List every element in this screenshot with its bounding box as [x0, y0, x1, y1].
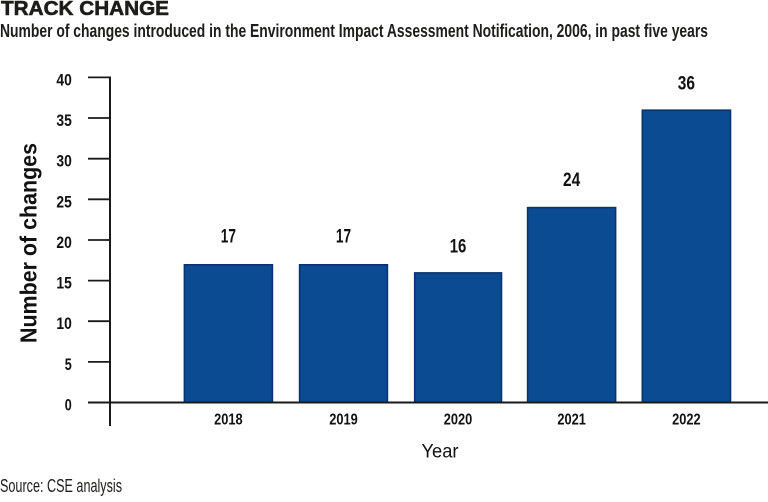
- svg-text:36: 36: [678, 73, 695, 95]
- svg-text:2019: 2019: [329, 411, 358, 428]
- svg-text:24: 24: [563, 169, 580, 191]
- svg-text:40: 40: [56, 71, 71, 89]
- svg-text:35: 35: [56, 112, 71, 130]
- svg-text:15: 15: [56, 275, 71, 293]
- svg-text:30: 30: [56, 153, 71, 171]
- svg-text:2020: 2020: [444, 411, 473, 428]
- svg-text:17: 17: [336, 226, 351, 248]
- svg-text:Year: Year: [422, 442, 460, 463]
- svg-text:Number of changes: Number of changes: [16, 143, 42, 343]
- svg-text:0: 0: [65, 397, 72, 415]
- svg-text:TRACK CHANGE: TRACK CHANGE: [1, 0, 169, 20]
- svg-text:2022: 2022: [672, 411, 701, 428]
- svg-text:5: 5: [65, 356, 72, 374]
- svg-text:25: 25: [56, 193, 71, 211]
- svg-text:20: 20: [56, 234, 71, 252]
- svg-text:16: 16: [450, 236, 467, 258]
- svg-text:17: 17: [221, 226, 236, 248]
- svg-text:2021: 2021: [557, 411, 586, 428]
- svg-text:10: 10: [56, 315, 71, 333]
- svg-text:Number of changes introduced i: Number of changes introduced in the Envi…: [0, 21, 708, 41]
- svg-text:Source: CSE analysis: Source: CSE analysis: [0, 476, 122, 496]
- svg-text:2018: 2018: [214, 411, 243, 428]
